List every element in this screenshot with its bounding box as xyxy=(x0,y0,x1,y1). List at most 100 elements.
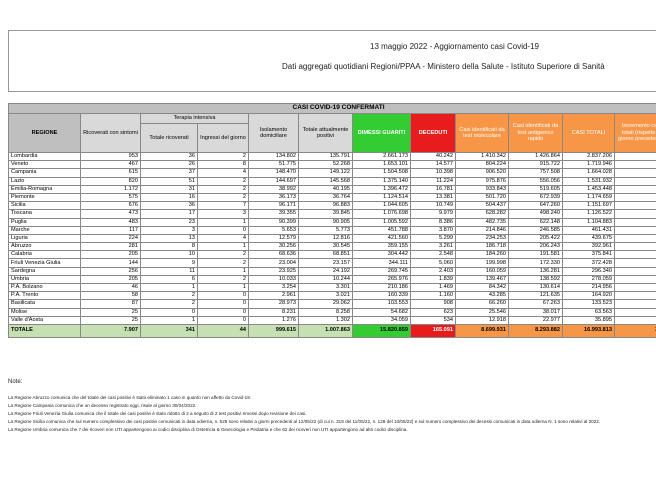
cell: 36 xyxy=(140,201,198,211)
cell: 1.410.342 xyxy=(455,151,509,162)
cell: 2. xyxy=(613,201,656,211)
cell: 12.918 xyxy=(455,315,509,325)
cell: 1. xyxy=(613,242,656,252)
cell: 10.244 xyxy=(298,274,353,285)
region-name: Molise xyxy=(8,307,81,317)
cell: 281 xyxy=(80,242,141,252)
cell: 2 xyxy=(197,184,249,194)
cell: 206.243 xyxy=(508,242,563,252)
column-header: REGIONE xyxy=(8,113,81,153)
cell: 1. xyxy=(613,225,656,235)
cell: 1.124.514 xyxy=(352,192,411,203)
cell: 615 xyxy=(80,168,141,178)
cell: 25.546 xyxy=(455,307,509,317)
cell: 30.256 xyxy=(248,242,299,252)
cell: 804.224 xyxy=(455,160,509,170)
cell: 2.961 xyxy=(248,291,299,301)
cell: 278.059 xyxy=(562,274,615,285)
cell: 246.585 xyxy=(508,225,563,235)
cell: 2.661.173 xyxy=(352,151,411,162)
cell: 2 xyxy=(197,250,249,260)
cell: 8 xyxy=(140,242,198,252)
cell: 25 xyxy=(80,307,141,317)
cell: 23 xyxy=(140,217,198,227)
cell: 534 xyxy=(410,315,456,325)
table-row: Marche 117 3 0 5.653 5.773 451.788 3.870 214.846… xyxy=(8,225,656,235)
table-row: Piemonte 575 16 2 36.173 36.764 1.124.514 13.38… xyxy=(8,192,656,203)
cell: 205.422 xyxy=(508,233,563,244)
cell: 51.775 xyxy=(248,160,299,170)
total-cell: 44 xyxy=(197,323,249,338)
cell: 3 xyxy=(613,282,656,293)
cell: 1.302 xyxy=(298,315,353,325)
cell: 556.056 xyxy=(508,176,563,186)
cell: 134.802 xyxy=(248,151,299,162)
cell: 3.261 xyxy=(410,242,456,252)
cell: 149.122 xyxy=(298,168,353,178)
cell: 29.062 xyxy=(298,299,353,309)
cell: 23.004 xyxy=(248,258,299,268)
table-row: Molise 25 0 0 8.231 8.258 54.682 623 25.546 38.01… xyxy=(8,307,656,317)
cell: 67.263 xyxy=(508,299,563,309)
group-title: CASI COVID-19 CONFERMATI xyxy=(7,103,656,114)
cell: 205 xyxy=(80,274,141,285)
cell: 1.005.592 xyxy=(352,217,411,227)
cell: 43.285 xyxy=(455,291,509,301)
cell: 90.399 xyxy=(248,217,299,227)
cell: 1.719.946 xyxy=(562,160,615,170)
note-line: La Regione Umbria comunica che 7 dei ric… xyxy=(8,427,408,432)
cell: 2 xyxy=(140,299,198,309)
cell: 1. xyxy=(613,250,656,260)
cell: 34.059 xyxy=(352,315,411,325)
cell: 11.224 xyxy=(410,176,456,186)
cell: 2.548 xyxy=(410,250,456,260)
column-header: Ingressi del giorno xyxy=(197,123,249,153)
cell: 2.837.206 xyxy=(562,151,615,162)
cell: 3.301 xyxy=(298,282,353,293)
cell: 133.523 xyxy=(562,299,615,309)
region-name: Abruzzo xyxy=(8,242,81,252)
cell: 467 xyxy=(80,160,141,170)
cell: 224 xyxy=(80,233,141,244)
cell: 234.253 xyxy=(455,233,509,244)
header-row: Totale ricoverati Ingressi del giorno xyxy=(9,123,656,153)
column-header: Isolamento domiciliare xyxy=(248,113,299,153)
cell: 498.240 xyxy=(508,209,563,219)
cell: 214.956 xyxy=(562,282,615,293)
cell: 2.403 xyxy=(410,266,456,276)
cell: 84.342 xyxy=(455,282,509,293)
cell: 11 xyxy=(140,266,198,276)
cell: 1 xyxy=(197,217,249,227)
cell: 1 xyxy=(197,266,249,276)
column-header: DIMESSI GUARITI xyxy=(352,113,411,153)
region-name: Sardegna xyxy=(8,266,81,276)
cell: 0 xyxy=(197,225,249,235)
region-name: Lazio xyxy=(8,176,81,186)
cell: 372.428 xyxy=(562,258,615,268)
cell: 269.745 xyxy=(352,266,411,276)
region-name: Puglia xyxy=(8,217,81,227)
cell: 296.340 xyxy=(562,266,615,276)
cell: 1.160 xyxy=(410,291,456,301)
region-name: Toscana xyxy=(8,209,81,219)
cell: 908 xyxy=(410,299,456,309)
table-row: Basilicata 87 2 0 28.973 29.062 103.553 908 66.2… xyxy=(8,299,656,309)
cell: 10.033 xyxy=(248,274,299,285)
cell: 1 xyxy=(140,282,198,293)
total-cell: 165.091 xyxy=(410,323,456,338)
table-row: Umbria 205 6 2 10.033 10.244 265.976 1.839 139.4… xyxy=(8,274,656,285)
cell: 1.664.028 xyxy=(562,168,615,178)
cell: 3.870 xyxy=(410,225,456,235)
cell: 3. xyxy=(613,184,656,194)
cell: 145.568 xyxy=(298,176,353,186)
cell: 1.653.101 xyxy=(352,160,411,170)
total-cell: 38.5 xyxy=(613,323,656,338)
cell: 2. xyxy=(613,217,656,227)
cell: 9.979 xyxy=(410,209,456,219)
cell: 256 xyxy=(80,266,141,276)
cell: 2 xyxy=(197,192,249,203)
cell: 265.976 xyxy=(352,274,411,285)
region-name: Campania xyxy=(8,168,81,178)
cell: 9 xyxy=(140,258,198,268)
cell: 160.339 xyxy=(352,291,411,301)
